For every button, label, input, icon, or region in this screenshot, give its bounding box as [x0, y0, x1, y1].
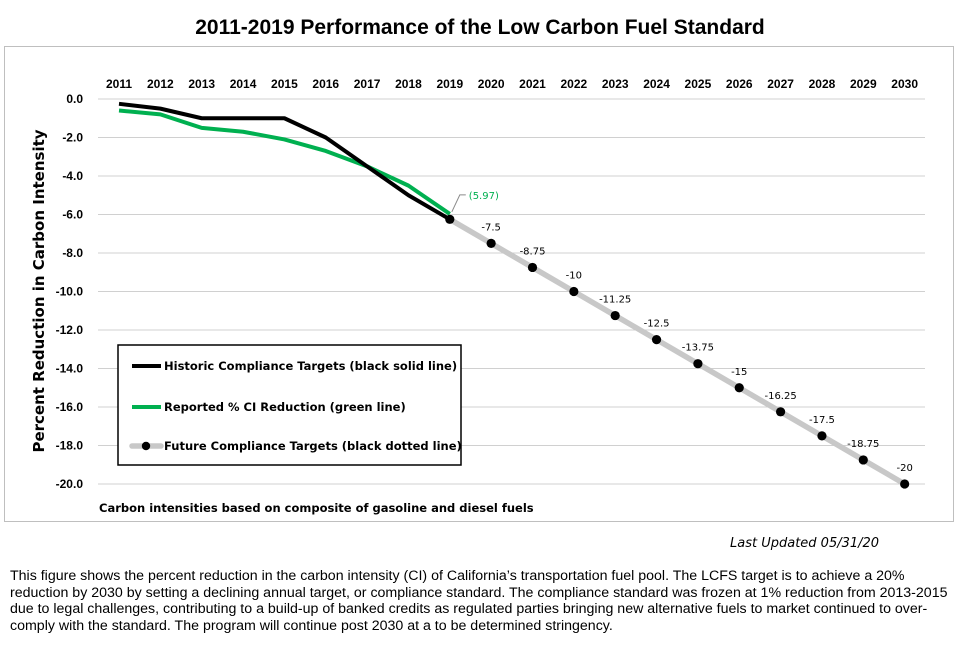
y-tick-label: 0.0	[66, 92, 83, 106]
future-target-point	[445, 214, 455, 224]
future-target-point	[693, 359, 703, 369]
data-label-reported-2019: (5.97)	[469, 191, 499, 202]
x-tick-label: 2028	[809, 77, 836, 91]
x-tick-label: 2026	[726, 77, 753, 91]
y-tick-label: -8.0	[62, 246, 83, 260]
future-target-point	[486, 238, 496, 248]
future-target-point	[776, 407, 786, 417]
figure-caption: This figure shows the percent reduction …	[10, 568, 955, 634]
x-tick-label: 2029	[850, 77, 877, 91]
future-target-point	[817, 431, 827, 441]
y-tick-label: -2.0	[62, 131, 83, 145]
data-label: -17.5	[809, 415, 835, 426]
x-tick-label: 2025	[685, 77, 712, 91]
x-tick-label: 2024	[643, 77, 670, 91]
x-tick-label: 2022	[560, 77, 587, 91]
chart-title: 2011-2019 Performance of the Low Carbon …	[195, 16, 765, 39]
legend-item-historic: Historic Compliance Targets (black solid…	[132, 359, 457, 373]
future-target-point	[858, 455, 868, 465]
data-label: -13.75	[682, 343, 714, 354]
data-label: -8.75	[520, 246, 546, 257]
x-tick-label: 2016	[312, 77, 339, 91]
y-axis-ticks: 0.0 -2.0 -4.0 -6.0 -8.0 -10.0 -12.0 -14.0 -16.0 -…	[56, 92, 84, 491]
y-axis-label: Percent Reduction in Carbon Intensity	[30, 129, 48, 452]
future-target-point	[900, 479, 910, 489]
x-tick-label: 2011	[106, 77, 132, 91]
y-tick-label: -12.0	[56, 323, 84, 337]
x-axis-ticks: 2011 2012 2013 2014 2015 2016 2017 2018 2019 2020…	[106, 77, 918, 91]
x-tick-label: 2019	[436, 77, 463, 91]
y-tick-label: -16.0	[56, 400, 84, 414]
x-tick-label: 2014	[230, 77, 257, 91]
data-label: -10	[566, 271, 582, 282]
data-label: -16.25	[764, 391, 796, 402]
caption-text: This figure shows the percent reduction …	[10, 568, 948, 634]
x-tick-label: 2030	[891, 77, 918, 91]
y-tick-label: -4.0	[62, 169, 83, 183]
future-target-point	[734, 383, 744, 393]
legend: Historic Compliance Targets (black solid…	[117, 344, 462, 466]
reported-ci-reduction-line	[118, 108, 451, 216]
data-label: -11.25	[599, 295, 631, 306]
future-target-point	[527, 262, 538, 273]
callout-leader-line	[451, 194, 466, 213]
x-tick-label: 2012	[147, 77, 174, 91]
x-tick-label: 2021	[519, 77, 546, 91]
x-tick-label: 2017	[354, 77, 381, 91]
y-tick-label: -20.0	[56, 477, 84, 491]
x-tick-label: 2015	[271, 77, 298, 91]
line-chart: 2011 2012 2013 2014 2015 2016 2017 2018 2019 2020…	[30, 77, 925, 515]
legend-label: Reported % CI Reduction (green line)	[164, 400, 406, 414]
y-tick-label: -6.0	[62, 208, 83, 222]
plot-area-frame	[4, 46, 954, 522]
last-updated: Last Updated 05/31/20	[730, 536, 880, 551]
data-label: -15	[731, 367, 747, 378]
chart-annotation: Carbon intensities based on composite of…	[99, 501, 534, 515]
historic-targets-line	[118, 101, 451, 222]
data-label: -20	[896, 463, 912, 474]
data-labels: (5.97) -7.5 -8.75 -10 -11.25 -12.5 -13.75 -15 -1…	[451, 191, 913, 474]
x-tick-label: 2027	[767, 77, 794, 91]
legend-swatch-marker	[141, 441, 151, 451]
legend-label: Future Compliance Targets (black dotted …	[164, 439, 462, 453]
data-label: -18.75	[847, 439, 879, 450]
future-targets-line	[447, 216, 908, 487]
future-target-point	[651, 335, 662, 345]
series-lines	[118, 101, 910, 489]
future-target-point	[569, 286, 579, 297]
x-tick-label: 2013	[188, 77, 215, 91]
future-target-point	[610, 310, 620, 321]
y-tick-label: -18.0	[56, 439, 84, 453]
legend-item-reported: Reported % CI Reduction (green line)	[132, 400, 406, 414]
x-tick-label: 2023	[602, 77, 629, 91]
y-tick-label: -14.0	[56, 362, 84, 376]
legend-item-future: Future Compliance Targets (black dotted …	[129, 439, 462, 453]
data-label: -12.5	[644, 319, 670, 330]
x-tick-label: 2020	[478, 77, 505, 91]
y-tick-label: -10.0	[56, 285, 84, 299]
legend-box	[117, 344, 462, 466]
legend-label: Historic Compliance Targets (black solid…	[164, 359, 457, 373]
data-label: -7.5	[481, 222, 501, 233]
x-tick-label: 2018	[395, 77, 422, 91]
